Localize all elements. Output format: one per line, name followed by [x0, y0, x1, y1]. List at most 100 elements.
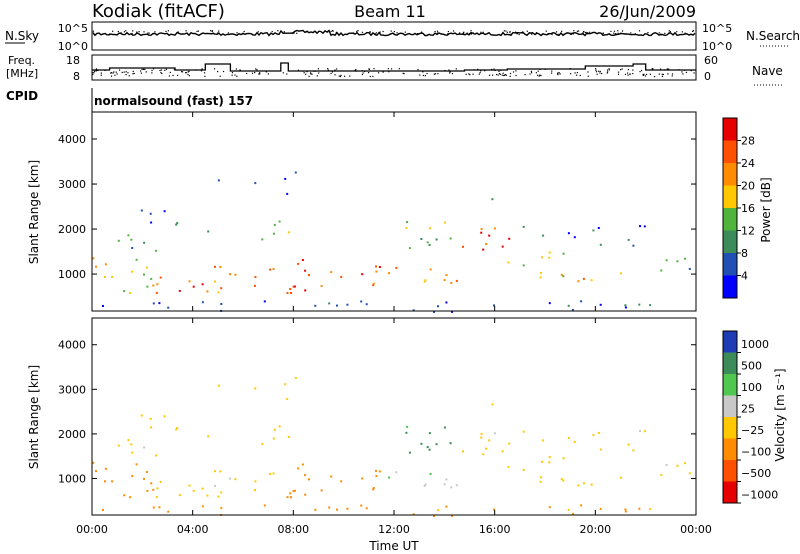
- nave-point: [469, 74, 471, 76]
- nave-point: [239, 69, 241, 71]
- nsearch-point: [236, 32, 238, 34]
- velocity-cell: [639, 429, 641, 432]
- nave-point: [632, 72, 634, 75]
- nave-point: [449, 71, 451, 73]
- nave-point: [93, 72, 95, 74]
- nave-point: [112, 72, 114, 74]
- power-cell: [493, 227, 496, 230]
- nave-point: [437, 73, 439, 75]
- nsearch-point: [664, 32, 666, 34]
- nave-point: [579, 74, 581, 77]
- power-cell: [346, 303, 349, 306]
- power-cell: [455, 279, 458, 282]
- nave-point: [473, 69, 475, 71]
- nave-point: [495, 73, 498, 76]
- power-cell: [214, 265, 216, 268]
- nsearch-point: [143, 31, 145, 33]
- nave-point: [544, 68, 546, 70]
- power-cell: [220, 287, 223, 290]
- nsearch-point: [462, 32, 465, 34]
- power-cell: [562, 252, 565, 255]
- nave-point: [477, 68, 479, 70]
- freq-label-2: [MHz]: [6, 67, 38, 80]
- nsearch-point: [352, 32, 355, 34]
- velocity-cell: [152, 506, 155, 509]
- nsearch-point: [669, 31, 671, 33]
- velocity-cell: [117, 444, 120, 447]
- nave-point: [658, 73, 660, 75]
- colorbar-swatch: [723, 481, 737, 503]
- nave-point: [599, 72, 601, 74]
- x-tick-label: 00:00: [76, 523, 108, 536]
- nave-point: [338, 75, 340, 77]
- nave-point: [95, 70, 97, 72]
- power-cell: [688, 267, 691, 270]
- nave-point: [491, 68, 493, 71]
- velocity-cell: [217, 495, 220, 498]
- velocity-cell: [294, 376, 297, 379]
- nsearch-point: [330, 30, 332, 32]
- velocity-cell: [433, 515, 435, 517]
- nave-point: [479, 72, 481, 74]
- nave-point: [509, 75, 511, 77]
- nave-point: [164, 69, 166, 71]
- velocity-cell: [649, 508, 652, 511]
- colorbar-tick-label: −500: [741, 467, 771, 480]
- nsearch-point: [389, 33, 391, 35]
- nave-point: [176, 74, 179, 77]
- power-cell: [412, 309, 415, 312]
- nsearch-point: [470, 30, 472, 32]
- nsearch-point: [573, 30, 575, 32]
- nave-point: [504, 74, 506, 76]
- power-cell: [624, 304, 627, 307]
- velocity-cell: [286, 496, 289, 499]
- nsearch-point: [357, 30, 359, 32]
- nave-point: [681, 71, 683, 73]
- nave-point: [465, 73, 467, 75]
- nsearch-point: [440, 33, 443, 35]
- power-cell: [254, 284, 256, 287]
- cpid-label: CPID: [6, 89, 38, 103]
- nsearch-point: [123, 31, 126, 33]
- nave-point: [152, 68, 155, 70]
- y-tick-label: 2000: [58, 428, 86, 441]
- nsearch-point: [283, 31, 285, 33]
- velocity-cell: [372, 488, 375, 491]
- nave-point: [620, 69, 622, 71]
- nave-point: [387, 68, 389, 70]
- velocity-cell: [314, 508, 317, 511]
- velocity-cell: [176, 427, 179, 429]
- velocity-cell: [263, 504, 266, 507]
- velocity-cell: [155, 454, 158, 457]
- power-cell: [597, 227, 600, 229]
- power-cell: [420, 238, 423, 240]
- velocity-cell: [163, 415, 166, 418]
- nave-point: [433, 73, 435, 75]
- nsearch-point: [332, 30, 334, 32]
- power-cell: [290, 292, 292, 294]
- nave-point: [305, 73, 307, 75]
- power-cell: [131, 270, 134, 273]
- nave-point: [666, 68, 668, 70]
- nave-point: [575, 74, 578, 76]
- nsearch-point: [482, 31, 484, 33]
- power-cell: [632, 244, 635, 247]
- power-cell: [649, 304, 652, 307]
- nave-point: [678, 69, 680, 71]
- velocity-cell: [395, 471, 398, 474]
- nave-point: [685, 71, 688, 74]
- nave-point: [649, 73, 652, 75]
- nave-point: [617, 71, 620, 73]
- power-cell: [163, 210, 166, 213]
- nave-point: [116, 73, 118, 75]
- colorbar-tick-label: 24: [741, 157, 755, 170]
- nave-point: [92, 73, 94, 76]
- velocity-cell: [688, 472, 691, 475]
- colorbar-swatch: [723, 352, 737, 374]
- velocity-cell: [488, 439, 491, 442]
- velocity-cell: [590, 483, 593, 486]
- nsearch-point: [582, 32, 584, 34]
- nave-point: [497, 74, 499, 76]
- nsearch-point: [589, 31, 591, 33]
- nsearch-point: [551, 33, 553, 36]
